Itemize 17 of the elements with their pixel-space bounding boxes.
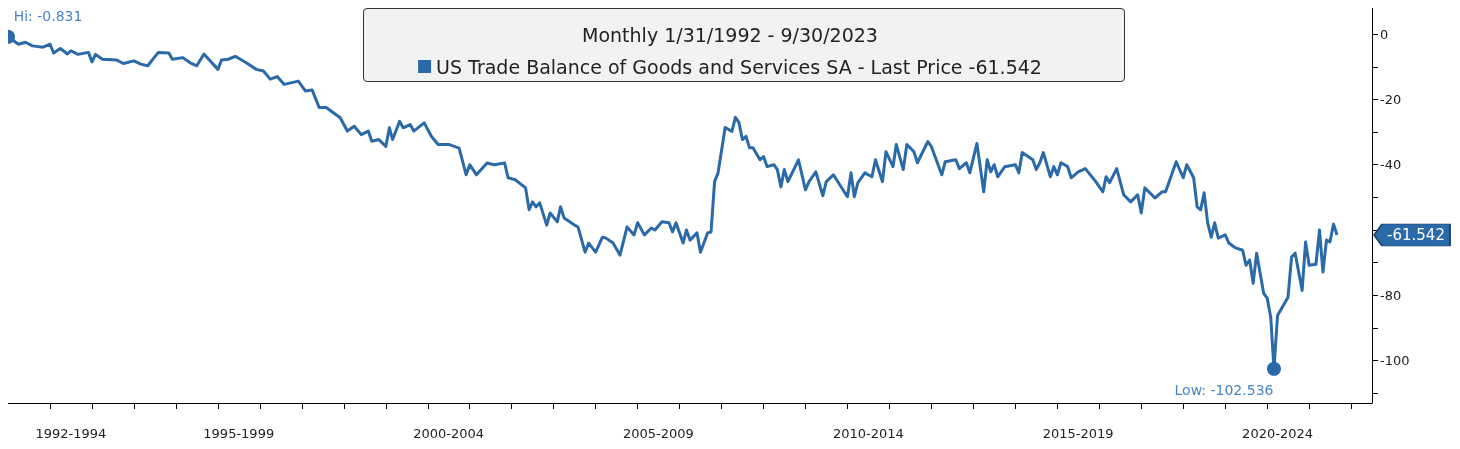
text: -61.542 (1387, 226, 1445, 245)
text: Monthly 1/31/1992 - 9/30/2023 (582, 23, 878, 46)
y-tick-label: -20 (1380, 91, 1402, 107)
x-tick-label: 2010-2014 (832, 426, 904, 441)
x-tick-label: 2000-2004 (413, 426, 484, 441)
y-tick-label: 0 (1380, 26, 1389, 42)
y-tick-label: -80 (1380, 287, 1402, 303)
y-tick-label: -40 (1380, 157, 1402, 173)
x-tick-label: 2020-2024 (1242, 426, 1313, 441)
x-tick-label: 1992-1994 (35, 426, 107, 441)
x-tick-label: 2005-2009 (622, 426, 694, 441)
x-tick-label: 1995-1999 (203, 426, 275, 441)
annotation: Low: -102.536 (1174, 381, 1274, 398)
y-tick-label: -100 (1380, 353, 1410, 369)
legend-label: US Trade Balance of Goods and Services SA - Last Price -61.542 (436, 55, 1042, 78)
x-tick-label: 2015-2019 (1042, 426, 1114, 441)
annotation: Hi: -0.831 (13, 7, 83, 24)
